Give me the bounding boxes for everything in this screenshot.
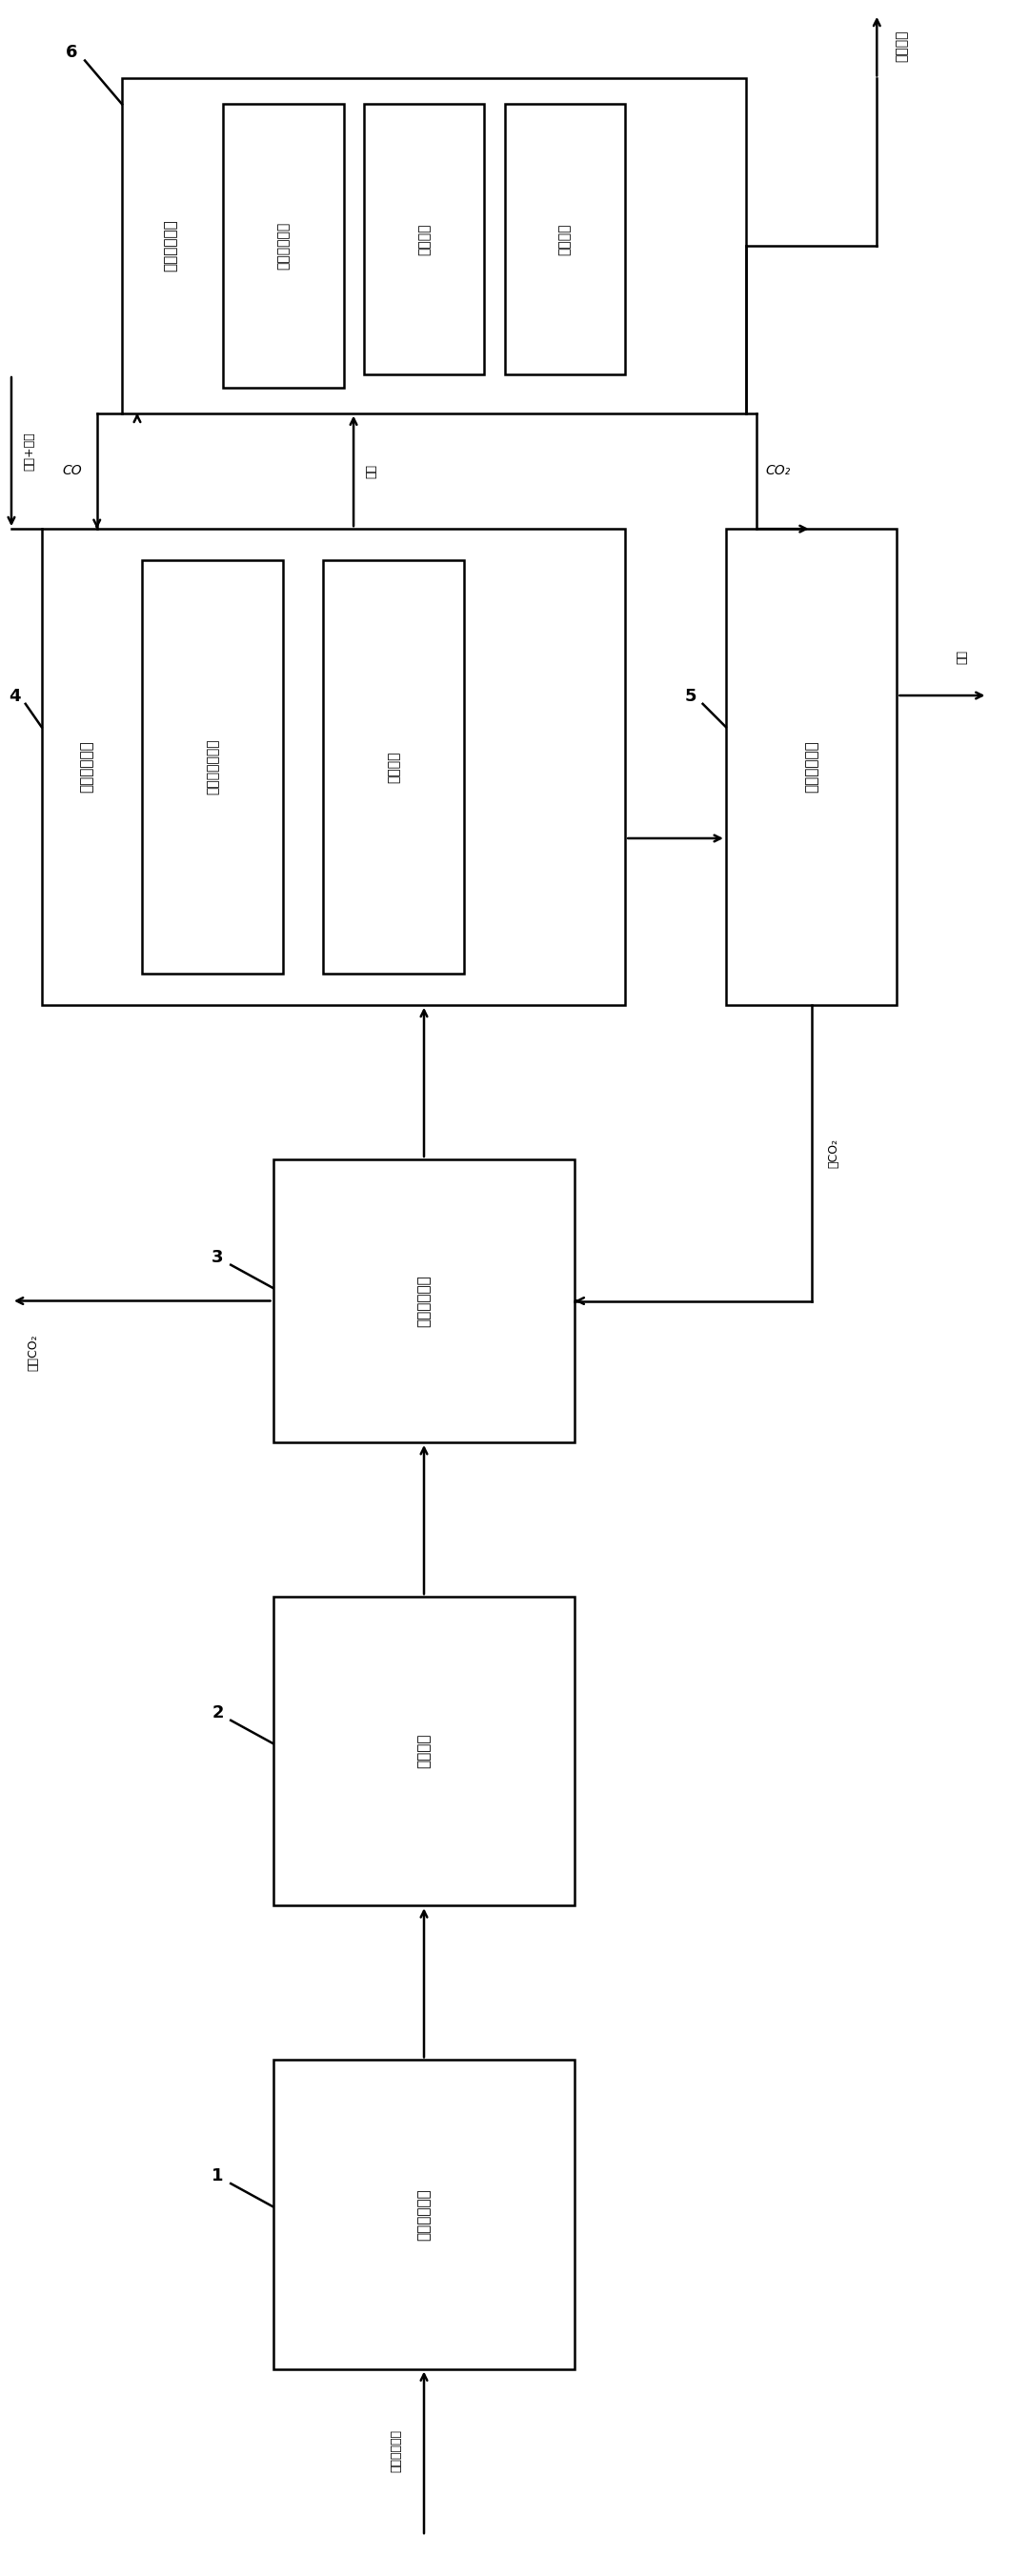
Text: 水洗装置: 水洗装置 bbox=[418, 224, 431, 255]
Text: 炉渣: 炉渣 bbox=[957, 649, 969, 665]
Text: 脱磷装置: 脱磷装置 bbox=[558, 224, 571, 255]
Text: 排放CO₂: 排放CO₂ bbox=[27, 1334, 39, 1370]
Bar bbox=[504, 103, 626, 374]
Bar bbox=[223, 103, 343, 386]
Bar bbox=[363, 103, 484, 374]
Text: 黄磷产品: 黄磷产品 bbox=[895, 31, 909, 62]
Bar bbox=[122, 77, 746, 412]
Bar bbox=[142, 559, 284, 974]
Text: 5: 5 bbox=[685, 688, 696, 706]
Text: 热CO₂: 热CO₂ bbox=[827, 1139, 839, 1167]
Text: 原料储运单元: 原料储运单元 bbox=[417, 2190, 431, 2241]
Bar bbox=[273, 1597, 575, 1906]
Text: 炉渣冷却单元: 炉渣冷却单元 bbox=[804, 742, 818, 793]
Text: 磷矿石、焦粉: 磷矿石、焦粉 bbox=[389, 2429, 402, 2473]
Text: 1: 1 bbox=[212, 2166, 224, 2184]
Text: 磨粉单元: 磨粉单元 bbox=[417, 1734, 431, 1770]
Text: 燃料+氢气: 燃料+氢气 bbox=[23, 433, 35, 471]
Text: 炉气: 炉气 bbox=[365, 464, 377, 479]
Text: 反应磷炉: 反应磷炉 bbox=[387, 752, 401, 783]
Text: 多级除尘装置: 多级除尘装置 bbox=[276, 222, 290, 270]
Text: 高温烟气发生炉: 高温烟气发生炉 bbox=[206, 739, 219, 796]
Bar bbox=[41, 528, 626, 1005]
Text: CO₂: CO₂ bbox=[766, 464, 791, 477]
Text: 4: 4 bbox=[8, 688, 20, 706]
Bar bbox=[273, 2061, 575, 2370]
Text: 2: 2 bbox=[212, 1705, 224, 1721]
Bar bbox=[273, 1159, 575, 1443]
Text: 3: 3 bbox=[212, 1249, 224, 1265]
Bar bbox=[725, 528, 897, 1005]
Text: 6: 6 bbox=[66, 44, 78, 62]
Text: 制球烘干单元: 制球烘干单元 bbox=[417, 1275, 431, 1327]
Text: 分离净化单元: 分离净化单元 bbox=[163, 219, 178, 273]
Bar bbox=[323, 559, 464, 974]
Text: 还原反应单元: 还原反应单元 bbox=[80, 742, 94, 793]
Text: CO: CO bbox=[62, 464, 82, 477]
